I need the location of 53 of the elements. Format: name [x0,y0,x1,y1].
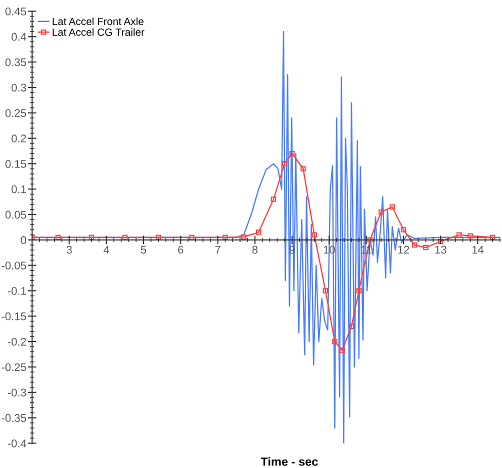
y-tick-label: -0.35 [2,414,26,422]
point [390,204,395,210]
y-tick-label: 0 [20,236,26,244]
y-tick-label: -0.4 [8,439,26,448]
x-tick-label: 14 [472,246,484,254]
point [312,232,317,238]
point [322,288,328,294]
x-tick-label: 5 [140,246,146,254]
point [456,232,462,238]
point [412,242,418,248]
y-tick-label: -0.15 [2,312,26,320]
y-tick-label: 0.45 [5,8,26,16]
y-tick-label: -0.3 [8,388,26,397]
y-tick-label: -0.05 [2,262,26,270]
y-tick-label: -0.1 [8,287,26,295]
x-tick-label: 7 [215,246,220,254]
y-tick-label: -0.25 [2,363,26,372]
y-tick-label: 0.25 [5,109,26,118]
x-tick-label: 4 [104,246,110,254]
y-tick-label: 0.3 [12,84,26,92]
point [256,230,262,235]
x-tick-label: 8 [252,246,258,254]
point [348,324,354,329]
legend-label: Lat Accel CG Trailer [52,28,144,36]
x-tick-label: 13 [435,246,446,254]
point [282,161,288,166]
y-tick-label: 0.05 [5,210,26,219]
point [270,196,276,202]
x-tick-label: 3 [66,246,72,254]
point [241,234,246,240]
line-series [32,150,496,353]
point [400,227,406,232]
x-tick-label: 6 [178,246,184,254]
point [438,238,444,244]
legend-label: Lat Accel Front Axle [52,17,144,26]
y-tick-label: 0.2 [12,134,26,142]
point [356,288,362,294]
point [289,150,295,156]
y-tick-label: 0.15 [5,160,26,168]
point [468,233,473,238]
x-axis-title: Time - sec [260,457,318,466]
point [367,237,373,243]
x-tick-label: 12 [398,246,410,254]
point [423,244,428,250]
y-tick-label: 0.1 [12,185,26,194]
x-tick-label: 11 [361,246,372,254]
point [378,209,384,215]
y-tick-label: -0.2 [8,338,26,346]
point [300,166,306,172]
point [340,348,345,353]
point [332,338,338,344]
y-tick-label: 0.4 [12,32,26,41]
y-tick-label: 0.35 [5,58,26,66]
